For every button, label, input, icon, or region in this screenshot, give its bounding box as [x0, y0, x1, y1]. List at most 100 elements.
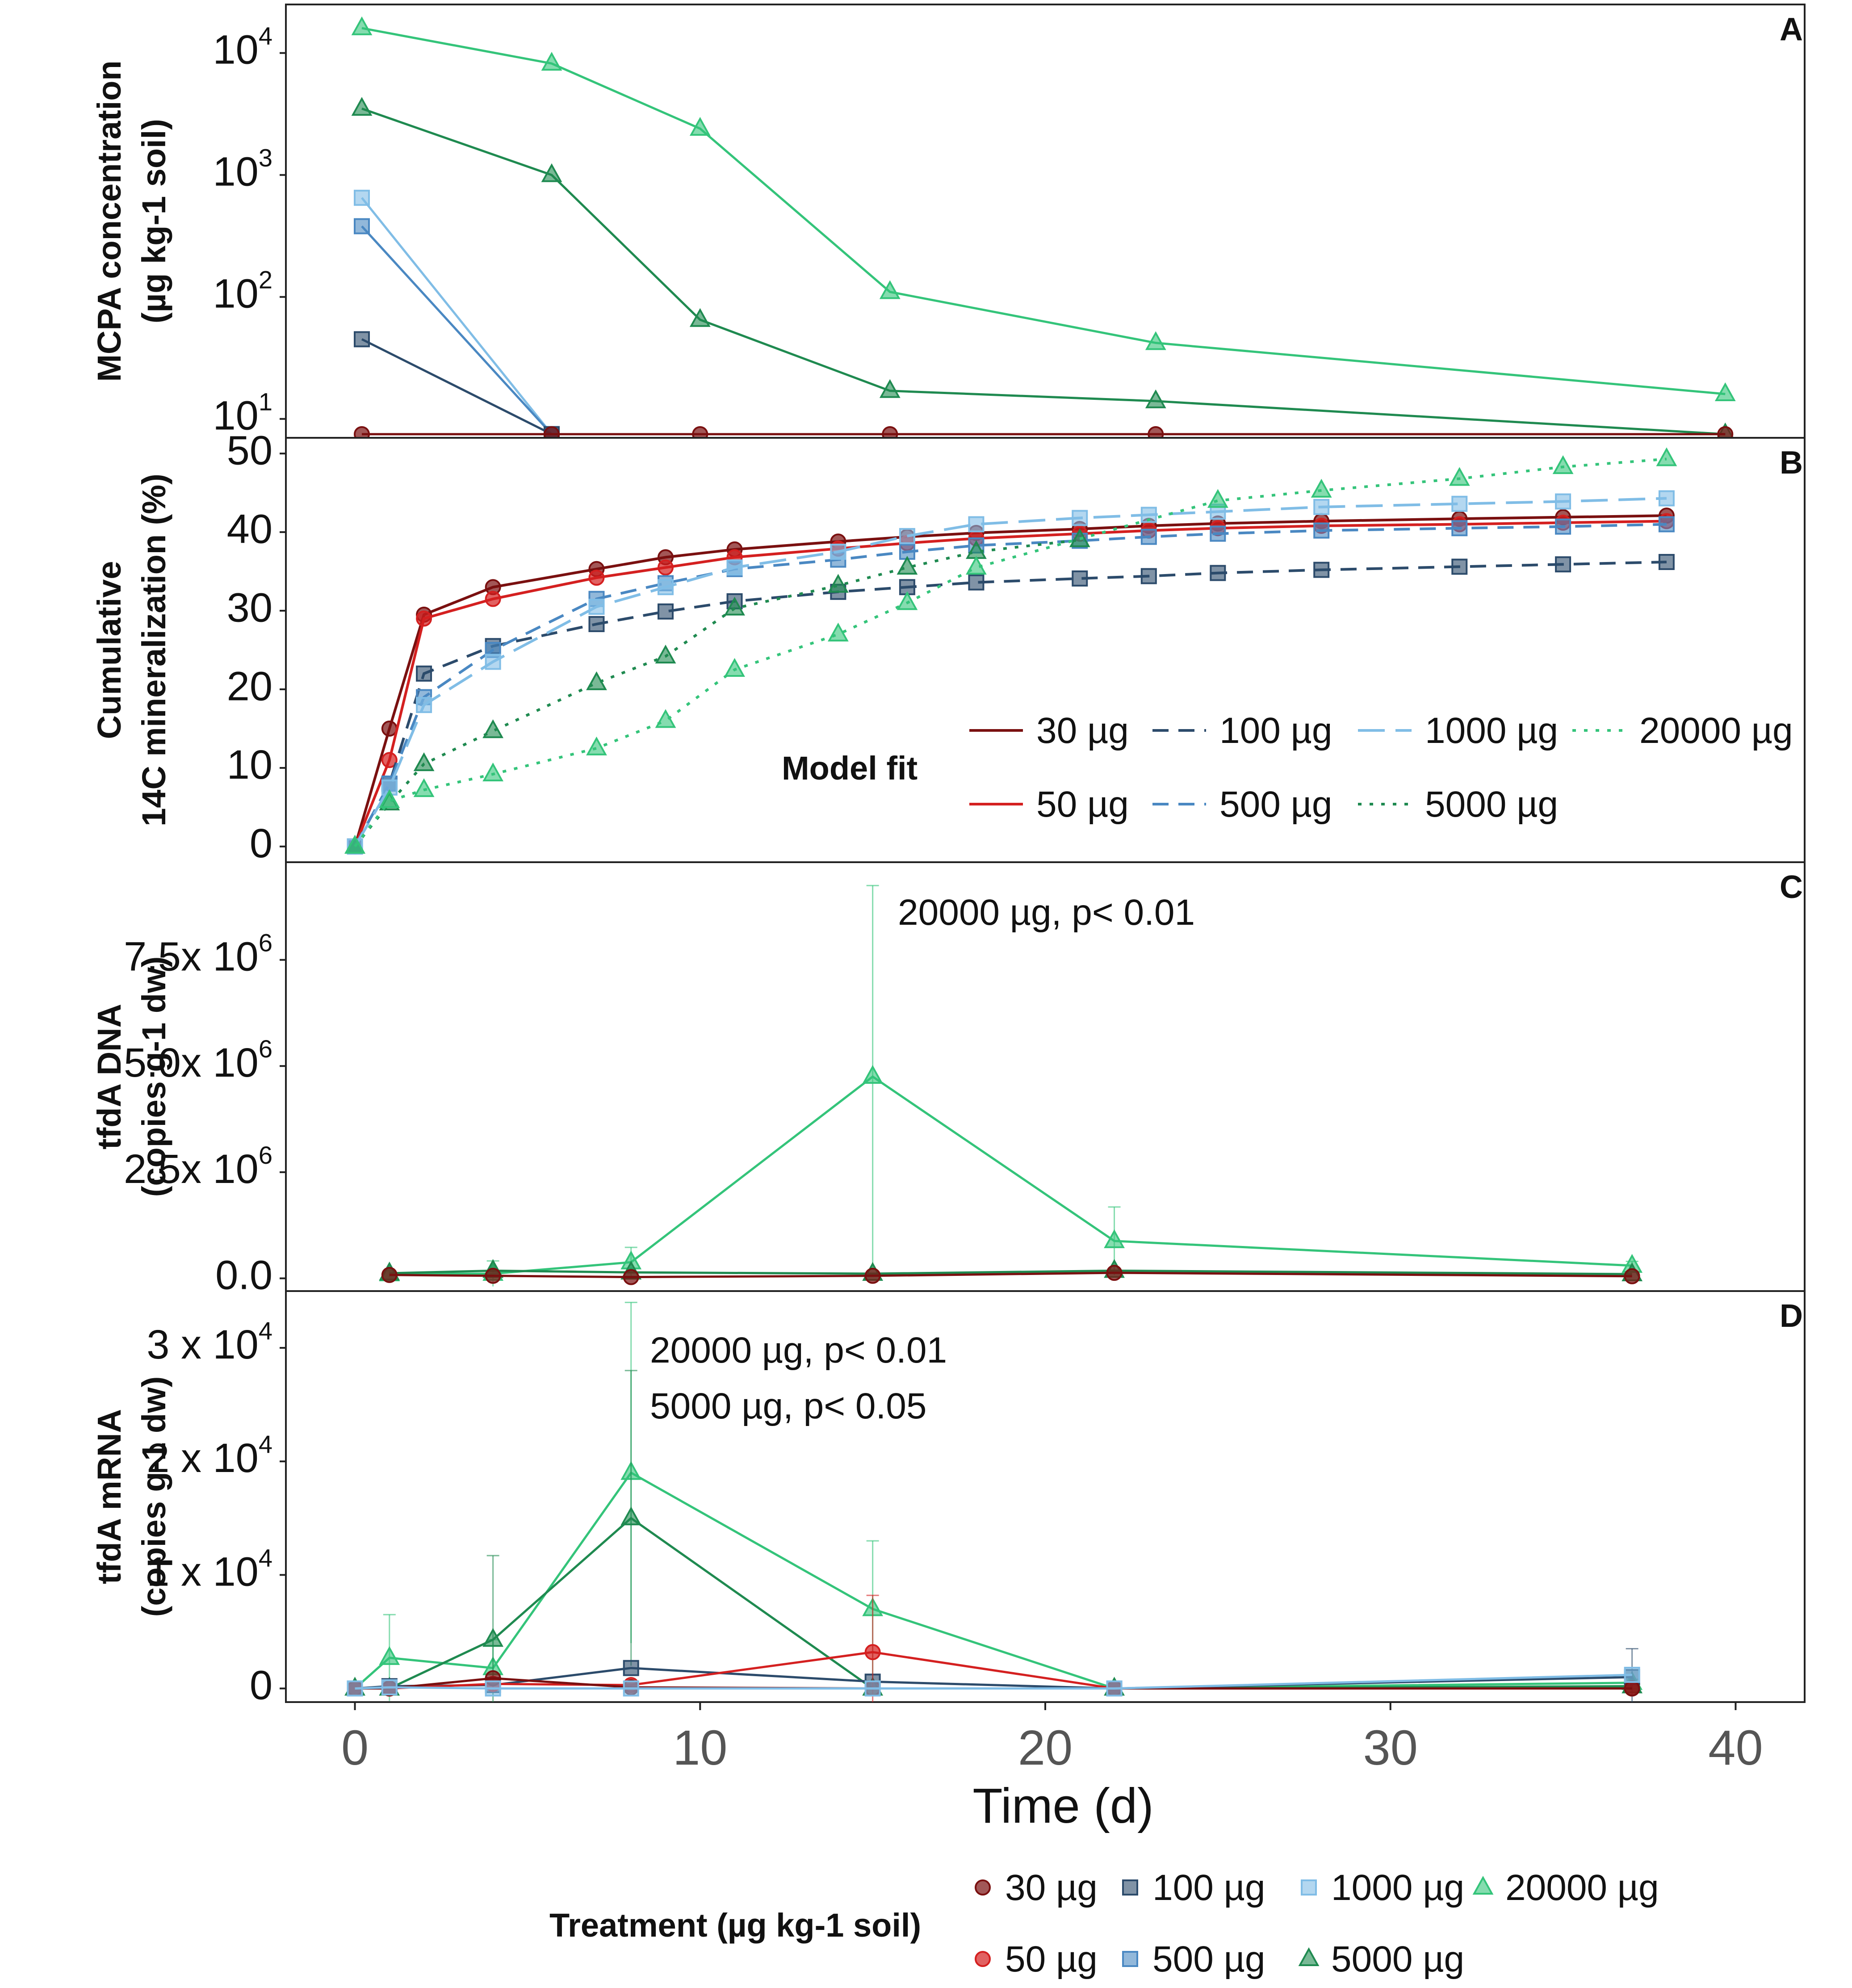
- y-label-line1: MCPA concentration: [91, 60, 128, 382]
- data-point: [379, 789, 400, 808]
- data-point: [1104, 1229, 1125, 1248]
- data-point: [381, 1267, 398, 1283]
- panel-letter: A: [1780, 12, 1803, 47]
- data-point: [1717, 426, 1734, 438]
- data-point: [482, 719, 504, 738]
- y-tick-label: 30: [227, 585, 272, 630]
- data-point: [1451, 558, 1468, 575]
- panel-letter: C: [1780, 869, 1803, 905]
- data-point: [354, 331, 370, 348]
- y-tick-label: 50: [227, 428, 272, 473]
- data-point: [864, 1644, 881, 1661]
- y-tick-label: 0: [250, 821, 272, 866]
- series-100-g: [347, 1648, 1640, 1702]
- panels: A 104 103 102 101 MCPA concentration (µg kg-1 …: [91, 4, 1806, 1708]
- data-point: [485, 1267, 501, 1284]
- data-point: [351, 97, 373, 116]
- y-label-line2: 14C mineralization (%): [135, 474, 172, 826]
- series-line: [389, 1075, 1632, 1275]
- data-point: [968, 574, 985, 591]
- series-100-g: [354, 331, 560, 438]
- data-point: [1658, 490, 1675, 507]
- y-tick-label: 101: [213, 388, 273, 439]
- series-line: [361, 338, 553, 436]
- y-tick-label: 2 x 104: [147, 1430, 272, 1481]
- data-point: [1140, 528, 1157, 545]
- data-point: [354, 189, 370, 206]
- data-point: [864, 1680, 881, 1697]
- data-point: [1148, 426, 1164, 438]
- series-line: [355, 1517, 1632, 1690]
- y-axis-label: MCPA concentration (µg kg-1 soil): [91, 60, 172, 382]
- data-point: [968, 516, 985, 533]
- data-point: [1106, 1680, 1123, 1697]
- data-point: [1106, 1265, 1123, 1281]
- significance-annotation: 20000 µg, p< 0.01: [898, 892, 1195, 933]
- data-point: [1624, 1680, 1640, 1697]
- panel-d: D 0 1 x 104 2 x 104 3 x 104 tfdA mRNA (copies …: [91, 1290, 1806, 1708]
- y-tick-label: 103: [213, 143, 273, 195]
- y-label-line1: Cumulative: [91, 561, 128, 739]
- data-point: [1451, 520, 1468, 537]
- data-point: [588, 570, 605, 586]
- data-point: [416, 697, 432, 713]
- legend-marker: [1301, 1879, 1317, 1896]
- legend-marker: [1122, 1879, 1138, 1896]
- data-point: [899, 528, 915, 544]
- legend-marker: [1122, 1951, 1138, 1967]
- data-point: [354, 218, 370, 235]
- data-point: [586, 671, 607, 690]
- panel-letter: D: [1780, 1298, 1803, 1334]
- data-point: [1311, 478, 1332, 498]
- series-20000-g: [379, 885, 1643, 1287]
- legend-label: 1000 µg: [1331, 1867, 1464, 1908]
- y-tick-label: 10: [227, 742, 272, 788]
- data-point: [482, 762, 504, 781]
- panel-b: B 0 10 20 30 40 50 Cumulative 14C mineralization…: [91, 428, 1806, 866]
- series-line: [354, 457, 1667, 847]
- legend-label: 30 µg: [1005, 1867, 1098, 1908]
- legend-marker: [1298, 1947, 1320, 1966]
- data-point: [1656, 447, 1677, 466]
- data-point: [827, 574, 849, 593]
- y-axis-label: tfdA DNA (copies g-1 dw): [91, 956, 172, 1197]
- data-point: [381, 752, 398, 768]
- model-fit-legend: Model fit 30 µg 100 µg 1000 µg 20000 µg 50 µg…: [782, 710, 1793, 825]
- data-point: [544, 426, 560, 438]
- x-tick-label: 0: [341, 1720, 369, 1775]
- series-1000-g: [347, 490, 1675, 855]
- data-point: [588, 599, 605, 615]
- significance-annotation: 5000 µg, p< 0.05: [650, 1386, 926, 1426]
- data-point: [1313, 499, 1330, 515]
- data-point: [586, 736, 607, 755]
- series-line: [355, 1651, 1632, 1690]
- data-point: [1072, 570, 1088, 587]
- data-point: [1140, 568, 1157, 584]
- data-point: [689, 117, 711, 136]
- data-point: [351, 16, 373, 35]
- series-group: [344, 447, 1677, 855]
- data-point: [882, 426, 898, 438]
- legend-marker: [975, 1879, 991, 1896]
- data-point: [1624, 1667, 1640, 1683]
- data-point: [879, 379, 901, 398]
- data-point: [485, 654, 501, 670]
- legend-marker: [1472, 1875, 1494, 1895]
- data-point: [1313, 522, 1330, 539]
- data-point: [1658, 554, 1675, 570]
- data-point: [1714, 382, 1736, 401]
- y-tick-label: 20: [227, 663, 272, 709]
- x-axis-label: Time (d): [972, 1778, 1153, 1833]
- series-5000-g: [344, 1370, 1643, 1702]
- legend-label: 500 µg: [1152, 1939, 1265, 1980]
- data-point: [485, 1680, 501, 1697]
- series-20000-g: [344, 1301, 1643, 1701]
- y-label-line1: tfdA DNA: [91, 1004, 128, 1149]
- y-tick-label: 0: [250, 1663, 272, 1708]
- data-point: [381, 720, 398, 737]
- treatment-legend-title: Treatment (µg kg-1 soil): [549, 1907, 921, 1944]
- data-point: [1552, 455, 1574, 474]
- data-point: [1145, 331, 1166, 350]
- y-label-line2: (copies g-1 dw): [135, 956, 172, 1197]
